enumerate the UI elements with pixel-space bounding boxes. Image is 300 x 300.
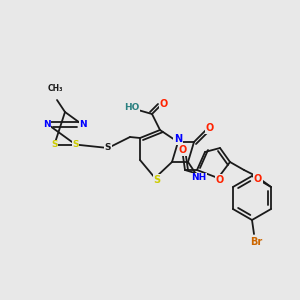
Text: S: S xyxy=(105,143,111,152)
Text: N: N xyxy=(174,134,182,144)
Text: HO: HO xyxy=(124,103,140,112)
Text: Br: Br xyxy=(250,237,262,247)
Text: N: N xyxy=(43,120,51,129)
Text: O: O xyxy=(206,123,214,133)
Text: S: S xyxy=(153,175,161,185)
Text: O: O xyxy=(160,99,168,109)
Text: S: S xyxy=(72,140,79,149)
Text: O: O xyxy=(254,174,262,184)
Text: CH₃: CH₃ xyxy=(47,84,63,93)
Text: S: S xyxy=(51,140,58,149)
Text: NH: NH xyxy=(191,173,207,182)
Text: O: O xyxy=(216,175,224,185)
Text: N: N xyxy=(79,120,87,129)
Text: O: O xyxy=(179,145,187,155)
